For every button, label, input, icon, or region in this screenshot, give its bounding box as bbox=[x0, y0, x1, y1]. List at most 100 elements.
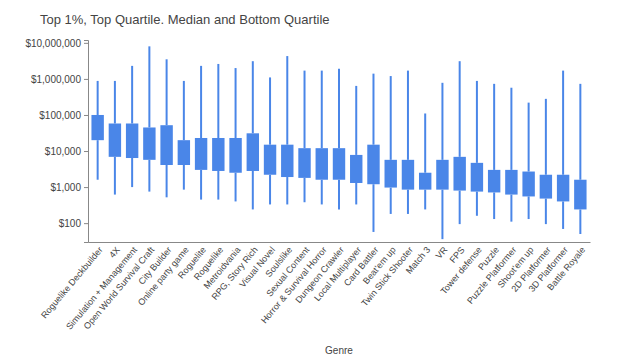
box bbox=[385, 160, 397, 188]
lower-whisker bbox=[252, 171, 254, 209]
upper-whisker bbox=[476, 81, 478, 163]
upper-whisker bbox=[235, 68, 237, 138]
box bbox=[91, 115, 103, 140]
lower-whisker bbox=[217, 171, 219, 200]
lower-whisker bbox=[579, 209, 581, 234]
lower-whisker bbox=[372, 184, 374, 232]
lower-whisker bbox=[114, 157, 116, 195]
chart: Top 1%, Top Quartile. Median and Bottom … bbox=[0, 0, 640, 360]
upper-whisker bbox=[183, 81, 185, 140]
x-tick: Battle Royale bbox=[545, 242, 587, 292]
y-axis-line bbox=[84, 41, 89, 243]
y-tick-label: $1,000 bbox=[50, 182, 81, 193]
x-tick-label: Match 3 bbox=[404, 245, 432, 276]
y-tick: $100 bbox=[59, 218, 88, 229]
upper-whisker bbox=[579, 84, 581, 180]
upper-whisker bbox=[528, 103, 530, 172]
lower-whisker bbox=[131, 158, 133, 187]
lower-whisker bbox=[562, 201, 564, 229]
y-tick: $10,000 bbox=[45, 146, 88, 157]
box bbox=[298, 148, 310, 178]
y-tick-label: $10,000,000 bbox=[25, 38, 81, 49]
box bbox=[178, 140, 190, 165]
lower-whisker bbox=[441, 190, 443, 240]
lower-whisker bbox=[286, 177, 288, 204]
y-tick-mark bbox=[84, 223, 88, 224]
y-tick-label: $1,000,000 bbox=[31, 74, 81, 85]
box bbox=[126, 124, 138, 159]
y-tick-label: $100,000 bbox=[39, 110, 81, 121]
box bbox=[367, 145, 379, 185]
y-tick-mark bbox=[84, 151, 88, 152]
y-tick-mark bbox=[84, 115, 88, 116]
y-tick-label: $100 bbox=[59, 218, 82, 229]
lower-whisker bbox=[493, 192, 495, 219]
lower-whisker bbox=[166, 165, 168, 197]
upper-whisker bbox=[424, 113, 426, 172]
box bbox=[247, 133, 259, 171]
upper-whisker bbox=[459, 61, 461, 157]
y-tick: $1,000 bbox=[50, 182, 88, 193]
box bbox=[229, 138, 241, 173]
box bbox=[264, 145, 276, 175]
lower-whisker bbox=[304, 178, 306, 202]
upper-whisker bbox=[338, 69, 340, 148]
upper-whisker bbox=[493, 84, 495, 170]
y-tick: $100,000 bbox=[39, 110, 88, 121]
lower-whisker bbox=[148, 160, 150, 192]
upper-whisker bbox=[355, 86, 357, 155]
box bbox=[316, 148, 328, 180]
box bbox=[350, 155, 362, 183]
lower-whisker bbox=[97, 140, 99, 180]
upper-whisker bbox=[372, 74, 374, 145]
lower-whisker bbox=[476, 192, 478, 216]
x-tick-label: Horror & Survival Horror bbox=[259, 245, 329, 325]
y-tick-mark bbox=[84, 187, 88, 188]
upper-whisker bbox=[510, 88, 512, 170]
box bbox=[453, 157, 465, 191]
box bbox=[143, 127, 155, 159]
upper-whisker bbox=[148, 46, 150, 127]
lower-whisker bbox=[355, 183, 357, 204]
lower-whisker bbox=[183, 165, 185, 190]
title: Top 1%, Top Quartile. Median and Bottom … bbox=[40, 12, 330, 27]
y-axis: $100 $1,000 $10,000 $100,000 $1,000,000 $10,0… bbox=[25, 38, 88, 243]
box bbox=[488, 170, 500, 193]
box bbox=[522, 172, 534, 197]
lower-whisker bbox=[459, 191, 461, 225]
x-axis: Roguelike Deckbuilder4XSimulation + Mana… bbox=[39, 242, 590, 332]
y-tick: $1,000,000 bbox=[31, 74, 88, 85]
lower-whisker bbox=[545, 199, 547, 225]
lower-whisker bbox=[200, 170, 202, 200]
x-tick: Match 3 bbox=[404, 242, 432, 276]
box bbox=[419, 173, 431, 190]
lower-whisker bbox=[528, 196, 530, 219]
x-axis-line bbox=[89, 242, 591, 243]
box bbox=[333, 148, 345, 180]
upper-whisker bbox=[441, 83, 443, 160]
box bbox=[471, 163, 483, 192]
lower-whisker bbox=[390, 188, 392, 214]
y-tick-mark bbox=[84, 79, 88, 80]
box bbox=[160, 125, 172, 165]
upper-whisker bbox=[304, 71, 306, 149]
lower-whisker bbox=[321, 180, 323, 205]
upper-whisker bbox=[131, 66, 133, 124]
upper-whisker bbox=[286, 56, 288, 145]
y-tick-mark bbox=[84, 43, 88, 44]
box bbox=[402, 160, 414, 190]
upper-whisker bbox=[407, 71, 409, 160]
lower-whisker bbox=[510, 195, 512, 222]
upper-whisker bbox=[252, 61, 254, 133]
box bbox=[540, 175, 552, 199]
x-tick-label: Battle Royale bbox=[545, 245, 587, 292]
box bbox=[281, 145, 293, 177]
upper-whisker bbox=[200, 66, 202, 138]
upper-whisker bbox=[562, 71, 564, 175]
lower-whisker bbox=[269, 175, 271, 205]
upper-whisker bbox=[97, 81, 99, 115]
lower-whisker bbox=[424, 190, 426, 210]
upper-whisker bbox=[166, 59, 168, 125]
upper-whisker bbox=[545, 99, 547, 175]
x-tick-label: Twin Stick Shooter bbox=[359, 245, 415, 309]
